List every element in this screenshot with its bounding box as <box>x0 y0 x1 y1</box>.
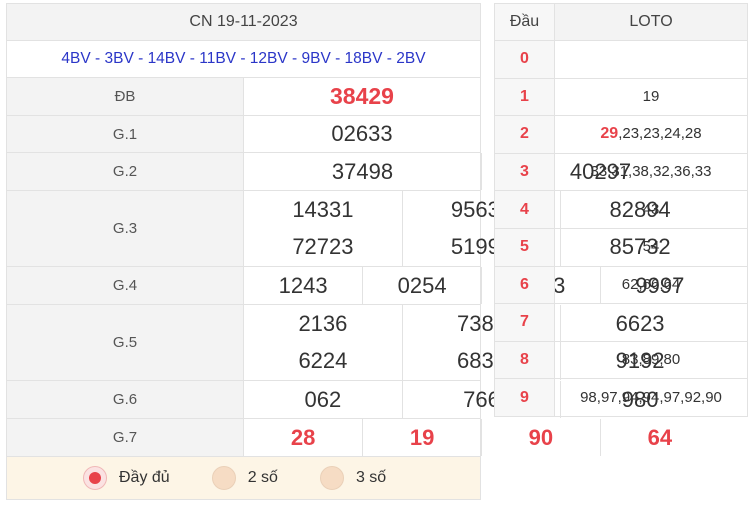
loto-dau: 6 <box>494 265 555 305</box>
display-options: Đầy đủ 2 số 3 số <box>6 457 481 500</box>
option-full[interactable]: Đầy đủ <box>83 466 170 490</box>
loto-dau: 9 <box>494 378 555 417</box>
prize-g7-cells: 28 19 90 64 <box>243 418 719 457</box>
loto-head-loto: LOTO <box>554 3 748 41</box>
prize-label-db: ĐB <box>6 77 244 116</box>
prize-g7-value: 64 <box>599 419 719 456</box>
loto-values: 62,66,64 <box>554 265 748 305</box>
option-2-digits-label: 2 số <box>247 469 278 486</box>
loto-values: 29,23,23,24,28 <box>554 115 748 154</box>
radio-icon[interactable] <box>211 466 236 490</box>
loto-rest: 54 <box>642 238 660 256</box>
results-panel: CN 19-11-2023 4BV - 3BV - 14BV - 11BV - … <box>6 3 719 500</box>
loto-dau: 7 <box>494 303 555 342</box>
loto-rest: 19 <box>642 87 660 105</box>
option-3-digits[interactable]: 3 số <box>319 466 387 490</box>
prize-label-g4: G.4 <box>6 266 244 305</box>
loto-table: Đầu LOTO 0 1 19 2 29,23,23,24,28 3 33,31,38… <box>494 3 748 417</box>
loto-values: 43 <box>554 190 748 229</box>
prize-label-g3: G.3 <box>6 190 244 267</box>
prize-g4-value: 0254 <box>362 267 482 304</box>
loto-panel: Đầu LOTO 0 1 19 2 29,23,23,24,28 3 33,31,38… <box>494 3 748 417</box>
prize-g7-value: 28 <box>290 424 316 450</box>
prize-label-g2: G.2 <box>6 152 244 191</box>
loto-rest: 62,66,64 <box>621 275 681 293</box>
loto-values: 98,97,94,94,97,92,90 <box>554 378 748 417</box>
prize-g3-cells: 14331 72723 95638 51994 82894 85732 <box>243 190 719 267</box>
loto-values: 83,89,80 <box>554 340 748 380</box>
prize-label-g7: G.7 <box>6 418 244 457</box>
option-full-label: Đầy đủ <box>119 469 170 486</box>
draw-date-title: CN 19-11-2023 <box>6 3 481 41</box>
loto-dau: 1 <box>494 77 555 117</box>
prize-g6-value: 062 <box>304 386 342 412</box>
prize-db-value: 38429 <box>243 77 481 116</box>
prize-g7-value: 19 <box>362 419 482 456</box>
loto-rest: ,23,23,24,28 <box>618 125 702 143</box>
prize-g7-value: 90 <box>481 419 601 456</box>
prize-g3-value: 72723 <box>292 233 354 259</box>
loto-values: 33,31,38,32,36,33 <box>554 152 748 192</box>
loto-dau: 3 <box>494 152 555 192</box>
prize-g5-value: 2136 <box>298 311 348 337</box>
special-codes: 4BV - 3BV - 14BV - 11BV - 12BV - 9BV - 1… <box>6 40 481 78</box>
loto-values <box>554 303 748 342</box>
loto-rest: 83,89,80 <box>621 351 681 369</box>
loto-dau: 0 <box>494 40 555 79</box>
loto-dau: 5 <box>494 227 555 267</box>
radio-selected-icon[interactable] <box>83 466 107 490</box>
prize-g1-value: 02633 <box>243 115 481 153</box>
loto-highlight: 29 <box>600 125 619 143</box>
results-table: CN 19-11-2023 4BV - 3BV - 14BV - 11BV - … <box>6 3 719 457</box>
loto-rest: 98,97,94,94,97,92,90 <box>580 388 722 406</box>
prize-g5-value: 6224 <box>298 347 348 373</box>
loto-rest: 43 <box>642 200 660 218</box>
loto-values <box>554 40 748 79</box>
loto-head-dau: Đầu <box>494 3 555 41</box>
option-2-digits[interactable]: 2 số <box>211 466 278 490</box>
prize-g6-cells: 062 766 980 <box>243 380 719 419</box>
loto-dau: 2 <box>494 115 555 154</box>
prize-g2-value: 37498 <box>331 158 394 184</box>
prize-g2-cells: 37498 40297 <box>243 152 719 191</box>
loto-dau: 8 <box>494 340 555 380</box>
prize-label-g5: G.5 <box>6 304 244 381</box>
option-3-digits-label: 3 số <box>355 469 387 486</box>
prize-g4-value: 1243 <box>278 272 328 298</box>
loto-values: 54 <box>554 227 748 267</box>
loto-dau: 4 <box>494 190 555 229</box>
prize-g5-cells: 2136 6224 7389 6833 6623 9192 <box>243 304 719 381</box>
prize-label-g6: G.6 <box>6 380 244 419</box>
prize-g4-cells: 1243 0254 8383 9997 <box>243 266 719 305</box>
prize-label-g1: G.1 <box>6 115 244 153</box>
loto-values: 19 <box>554 77 748 117</box>
radio-icon[interactable] <box>319 466 344 490</box>
loto-rest: 33,31,38,32,36,33 <box>590 163 712 181</box>
prize-g3-value: 14331 <box>292 197 354 223</box>
